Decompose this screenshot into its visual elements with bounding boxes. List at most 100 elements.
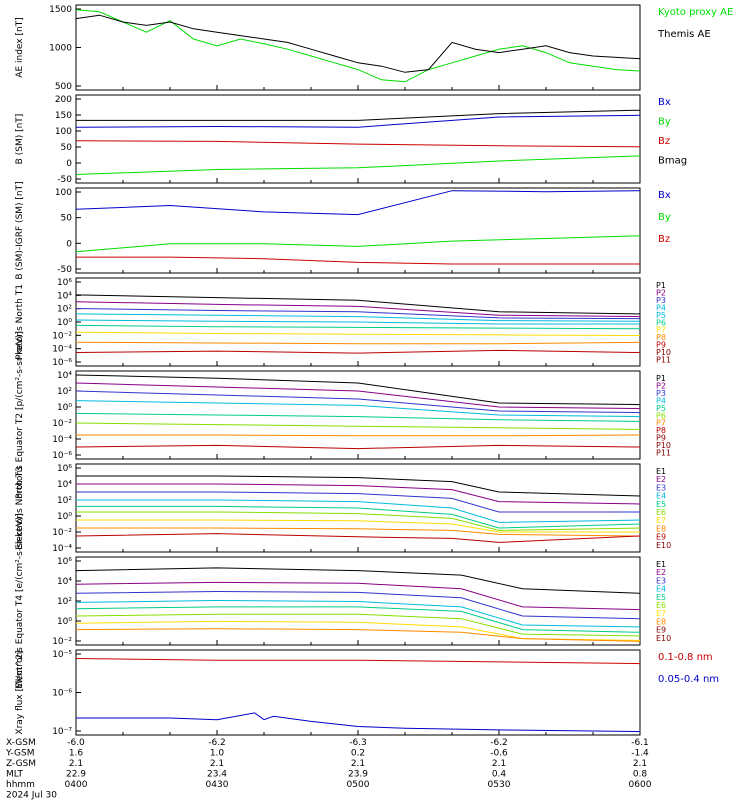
- y-tick-label: 10⁻²: [52, 331, 72, 341]
- legend-e2: E2: [656, 568, 666, 577]
- y-axis-label: Xray flux [W/m^2]: [15, 650, 25, 734]
- series-line-p7: [76, 434, 641, 437]
- y-tick-label: 0: [66, 239, 72, 249]
- legend-p11: P11: [656, 356, 671, 365]
- series-line-e7: [76, 519, 640, 533]
- y-tick-label: 10⁻⁴: [52, 435, 72, 445]
- footer-value: -0.6: [490, 749, 508, 759]
- y-tick-label: 10⁻⁶: [52, 358, 72, 368]
- series-line-e4: [75, 599, 641, 628]
- series-line-p4: [75, 400, 641, 418]
- series-line-e3: [76, 491, 640, 513]
- legend-bx: Bx: [658, 190, 671, 201]
- legend-bmag: Bmag: [658, 156, 687, 167]
- footer-value: 22.9: [66, 770, 86, 780]
- panel-frame: [75, 94, 641, 184]
- series-line-p9: [75, 349, 641, 354]
- series-line-bz: [75, 140, 641, 148]
- legend-bz: Bz: [658, 234, 670, 245]
- legend-p1: P1: [656, 374, 666, 383]
- footer-row-label: MLT: [6, 770, 24, 780]
- legend-p8: P8: [656, 333, 666, 342]
- legend-e3: E3: [656, 576, 666, 585]
- series-line-e1: [76, 475, 641, 497]
- legend-e4: E4: [656, 585, 666, 594]
- series-line-e2: [76, 483, 641, 505]
- y-tick-label: 10⁻²: [52, 528, 72, 538]
- y-axis-label: Protons North T1: [15, 284, 25, 360]
- series-line-p3: [75, 390, 641, 414]
- series-line-p5: [75, 319, 640, 325]
- y-axis-label: AE index [nT]: [15, 17, 25, 77]
- legend-p3: P3: [656, 389, 666, 398]
- footer-value: -6.3: [349, 738, 367, 748]
- series-line-e8: [75, 628, 641, 642]
- footer-value: 0600: [629, 780, 652, 790]
- y-tick-label: 10²: [57, 496, 72, 506]
- footer-value: -6.2: [490, 738, 508, 748]
- legend-e7: E7: [656, 609, 666, 618]
- y-tick-label: -50: [57, 265, 72, 275]
- footer-value: 2.1: [69, 759, 83, 769]
- y-tick-label: 100: [55, 188, 72, 198]
- series-line-by: [75, 235, 641, 253]
- y-tick-label: 10⁰: [57, 318, 72, 328]
- series-line-p4: [75, 313, 641, 322]
- y-tick-label: 10²: [57, 305, 72, 315]
- footer-row-label: Y-GSM: [5, 749, 34, 759]
- legend-p8: P8: [656, 426, 666, 435]
- footer-value: 2.1: [351, 759, 365, 769]
- legend-e10: E10: [656, 541, 671, 550]
- y-tick-label: 10⁻⁴: [52, 544, 72, 554]
- footer-value: 0500: [347, 780, 370, 790]
- y-tick-label: 10⁻⁵: [52, 650, 72, 660]
- footer-row-label: X-GSM: [6, 738, 36, 748]
- series-line-p3: [75, 308, 641, 320]
- legend-e6: E6: [656, 508, 666, 517]
- legend-p9: P9: [656, 434, 666, 443]
- legend-e9: E9: [656, 626, 666, 635]
- panel-frame: [75, 187, 641, 274]
- series-line-p1: [75, 294, 641, 315]
- series-line-p8: [75, 444, 641, 450]
- footer-row-label: 2024 Jul 30: [6, 791, 57, 800]
- series-line-bx: [75, 114, 641, 128]
- legend-p7: P7: [656, 419, 666, 428]
- legend-p1: P1: [656, 281, 666, 290]
- series-line-e9: [75, 533, 641, 543]
- legend-p5: P5: [656, 404, 666, 413]
- y-tick-label: 200: [55, 95, 72, 105]
- legend-e8: E8: [656, 617, 666, 626]
- y-axis-label: Electrons North T3: [15, 466, 25, 550]
- series-line-e6: [75, 613, 641, 637]
- footer-value: 0.8: [633, 770, 648, 780]
- legend-p10: P10: [656, 441, 671, 450]
- series-line-p8: [75, 341, 641, 345]
- legend-e6: E6: [656, 601, 666, 610]
- y-tick-label: 10²: [57, 387, 72, 397]
- series-line-kyoto-proxy-ae: [75, 9, 641, 83]
- series-line-p7: [75, 331, 641, 336]
- footer-value: 23.4: [207, 770, 227, 780]
- legend-by: By: [658, 117, 671, 128]
- legend-e9: E9: [656, 533, 666, 542]
- y-tick-label: -50: [57, 175, 72, 185]
- y-tick-label: 10²: [57, 597, 72, 607]
- footer-row-label: hhmm: [6, 780, 35, 790]
- legend-e1: E1: [656, 560, 666, 569]
- y-axis-label: Protons Equator T2 [p/(cm²-s-sr-keV)]: [15, 331, 25, 499]
- legend-e7: E7: [656, 516, 666, 525]
- y-tick-label: 10⁶: [57, 464, 72, 474]
- legend-kyoto-proxy-ae: Kyoto proxy AE: [658, 7, 733, 18]
- footer-value: -1.4: [631, 749, 649, 759]
- series-line-e2: [75, 581, 641, 611]
- y-tick-label: 10⁰: [57, 617, 72, 627]
- y-tick-label: 10⁰: [57, 512, 72, 522]
- y-tick-label: 10⁴: [57, 291, 72, 301]
- legend-e2: E2: [656, 475, 666, 484]
- series-line-e4: [76, 499, 641, 523]
- y-tick-label: 10⁻⁶: [52, 689, 72, 699]
- footer-value: 0.2: [351, 749, 365, 759]
